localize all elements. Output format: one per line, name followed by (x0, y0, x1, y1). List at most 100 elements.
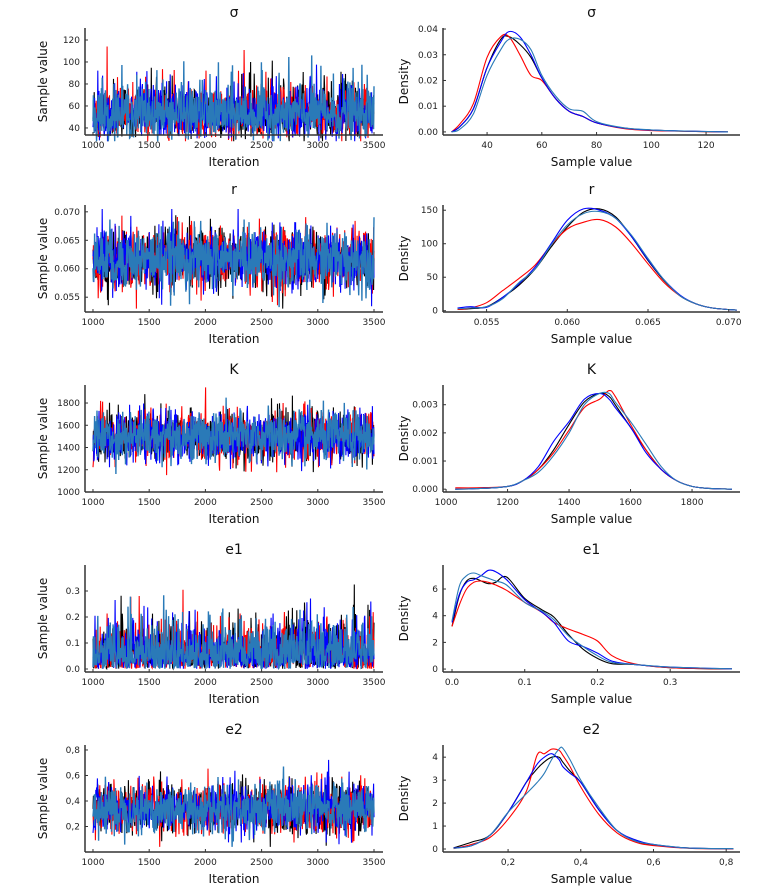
y-axis-label: Density (397, 596, 411, 642)
x-tick-label: 1200 (496, 498, 519, 508)
x-axis-label: Sample value (551, 872, 633, 886)
series-group (92, 387, 375, 476)
trace-line-chain4 (92, 595, 375, 671)
x-tick-label: 100 (643, 141, 660, 151)
x-tick-label: 0.1 (518, 678, 532, 688)
trace-line-chain4 (92, 766, 375, 847)
y-tick-label: 1600 (57, 421, 80, 431)
panel-sigma-trace: σ 1000 1500 2000 2500 3000 3500 40 60 80 100 120 Ite… (36, 5, 386, 169)
x-tick-label: 2000 (194, 678, 217, 688)
panel-title: e2 (583, 722, 601, 738)
y-tick-label: 0.001 (412, 457, 438, 467)
y-tick-label: 0.0 (66, 665, 81, 675)
x-tick-label: 2500 (250, 141, 273, 151)
x-tick-label: 0,2 (501, 858, 515, 868)
y-tick-label: 0 (432, 665, 438, 675)
x-tick-label: 0.0 (445, 678, 460, 688)
x-tick-label: 0.065 (635, 318, 661, 328)
panel-title: e1 (225, 542, 243, 558)
density-line-chain3 (457, 207, 737, 311)
panel-sigma-density: σ 40 60 80 100 120 0.00 0.01 0.02 0.03 0.04 Sample … (397, 5, 740, 169)
y-tick-label: 3 (432, 776, 438, 786)
y-tick-label: 0.065 (54, 236, 80, 246)
panel-e1-density: e1 0.0 0.1 0.2 0.3 0 2 4 6 Sample value Density (397, 542, 740, 706)
density-line-chain3 (455, 392, 733, 490)
x-tick-label: 1500 (138, 858, 161, 868)
y-tick-label: 1 (432, 822, 438, 832)
y-tick-label: 100 (421, 240, 438, 250)
x-tick-label: 3500 (363, 678, 386, 688)
trace-line-chain4 (92, 55, 375, 142)
y-tick-label: 1000 (57, 488, 80, 498)
x-tick-label: 60 (536, 141, 548, 151)
x-tick-label: 0.2 (590, 678, 604, 688)
panel-title: K (587, 362, 597, 378)
panel-title: K (229, 362, 239, 378)
density-line-chain2 (457, 218, 737, 311)
density-line-chain3 (453, 753, 734, 850)
x-tick-label: 2500 (250, 678, 273, 688)
x-axis-label: Iteration (209, 692, 260, 706)
y-tick-label: 0.00 (418, 128, 438, 138)
y-axis-label: Density (397, 416, 411, 462)
y-tick-label: 0.03 (418, 51, 438, 61)
y-tick-label: 2 (432, 638, 438, 648)
x-tick-label: 1000 (82, 498, 105, 508)
x-tick-label: 1000 (82, 858, 105, 868)
y-tick-label: 0.055 (54, 293, 80, 303)
y-tick-label: 0.060 (54, 265, 80, 275)
x-tick-label: 120 (697, 141, 714, 151)
y-tick-label: 120 (63, 36, 80, 46)
y-tick-label: 0 (432, 845, 438, 855)
panel-title: r (589, 182, 595, 198)
series-group (92, 208, 375, 309)
y-tick-label: 0.1 (66, 639, 80, 649)
y-axis-label: Density (397, 59, 411, 105)
y-tick-label: 0.3 (66, 587, 80, 597)
y-tick-label: 1800 (57, 399, 80, 409)
y-tick-label: 60 (69, 102, 81, 112)
y-tick-label: 1400 (57, 444, 80, 454)
y-tick-label: 0,4 (66, 797, 81, 807)
x-tick-label: 3000 (306, 858, 329, 868)
y-axis-label: Sample value (36, 758, 50, 840)
series-group (92, 46, 375, 142)
x-tick-label: 1000 (82, 678, 105, 688)
x-tick-label: 1800 (681, 498, 704, 508)
x-tick-label: 1500 (138, 141, 161, 151)
y-tick-label: 4 (432, 612, 438, 622)
y-tick-label: 0,8 (66, 746, 81, 756)
x-tick-label: 0,4 (574, 858, 589, 868)
panel-title: e2 (225, 722, 243, 738)
y-tick-label: 2 (432, 799, 438, 809)
panel-K-trace: K 1000 1500 2000 2500 3000 3500 1000 1200 1400 160… (36, 362, 386, 526)
x-tick-label: 1000 (82, 141, 105, 151)
x-tick-label: 1600 (619, 498, 642, 508)
y-axis-label: Sample value (36, 578, 50, 660)
y-tick-label: 40 (69, 124, 81, 134)
y-tick-label: 0.002 (412, 429, 438, 439)
x-tick-label: 2000 (194, 318, 217, 328)
x-tick-label: 2500 (250, 858, 273, 868)
x-tick-label: 0.070 (716, 318, 742, 328)
y-axis-label: Sample value (36, 398, 50, 480)
x-tick-label: 1500 (138, 678, 161, 688)
y-tick-label: 0.000 (412, 485, 438, 495)
density-line-chain2 (451, 33, 729, 133)
panel-r-density: r 0.055 0.060 0.065 0.070 0 50 100 150 Sample val… (397, 182, 742, 346)
density-line-chain1 (451, 575, 733, 670)
series-group (451, 569, 733, 670)
series-group (453, 746, 734, 850)
x-tick-label: 0,6 (646, 858, 661, 868)
y-tick-label: 0.04 (418, 25, 438, 35)
x-tick-label: 0.060 (554, 318, 580, 328)
density-line-chain4 (457, 210, 737, 311)
y-tick-label: 0.070 (54, 208, 80, 218)
x-tick-label: 3500 (363, 858, 386, 868)
x-axis-label: Iteration (209, 155, 260, 169)
y-tick-label: 80 (69, 80, 81, 90)
x-tick-label: 2000 (194, 858, 217, 868)
y-axis-label: Sample value (36, 41, 50, 123)
x-tick-label: 2000 (194, 498, 217, 508)
